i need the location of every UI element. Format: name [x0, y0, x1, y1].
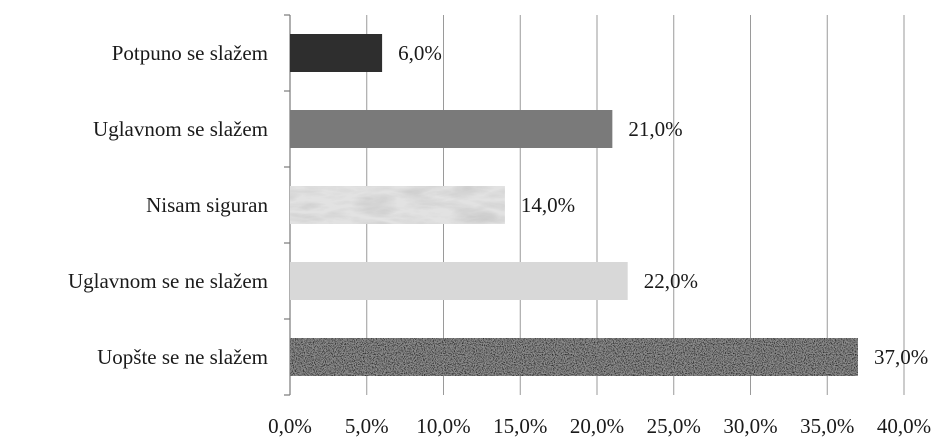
x-tick-label: 30,0%	[723, 414, 777, 438]
x-tick-label: 5,0%	[345, 414, 389, 438]
bar-texture	[290, 186, 505, 224]
x-tick-label: 35,0%	[800, 414, 854, 438]
x-tick-label: 25,0%	[647, 414, 701, 438]
bar-1	[290, 34, 383, 72]
x-tick-label: 20,0%	[570, 414, 624, 438]
value-label: 22,0%	[644, 269, 698, 293]
grid-lines	[366, 15, 905, 395]
x-tick-label: 0,0%	[268, 414, 312, 438]
x-tick-label: 10,0%	[416, 414, 470, 438]
category-label: Uglavnom se ne slažem	[68, 269, 268, 293]
axes	[284, 14, 291, 396]
x-tick-label: 15,0%	[493, 414, 547, 438]
bar-2	[290, 110, 613, 148]
category-label: Nisam siguran	[146, 193, 268, 217]
labels: 0,0% 5,0% 10,0% 15,0% 20,0% 25,0% 30,0% 35,0% 40…	[68, 41, 931, 438]
value-label: 37,0%	[874, 345, 928, 369]
value-label: 6,0%	[398, 41, 442, 65]
category-label: Potpuno se slažem	[112, 41, 268, 65]
value-label: 21,0%	[628, 117, 682, 141]
category-label: Uglavnom se slažem	[93, 117, 268, 141]
value-label: 14,0%	[521, 193, 575, 217]
bar-4	[290, 262, 628, 300]
category-label: Uopšte se ne slažem	[97, 345, 268, 369]
bars	[290, 34, 858, 376]
x-tick-label: 40,0%	[877, 414, 931, 438]
bar-texture	[290, 338, 858, 376]
